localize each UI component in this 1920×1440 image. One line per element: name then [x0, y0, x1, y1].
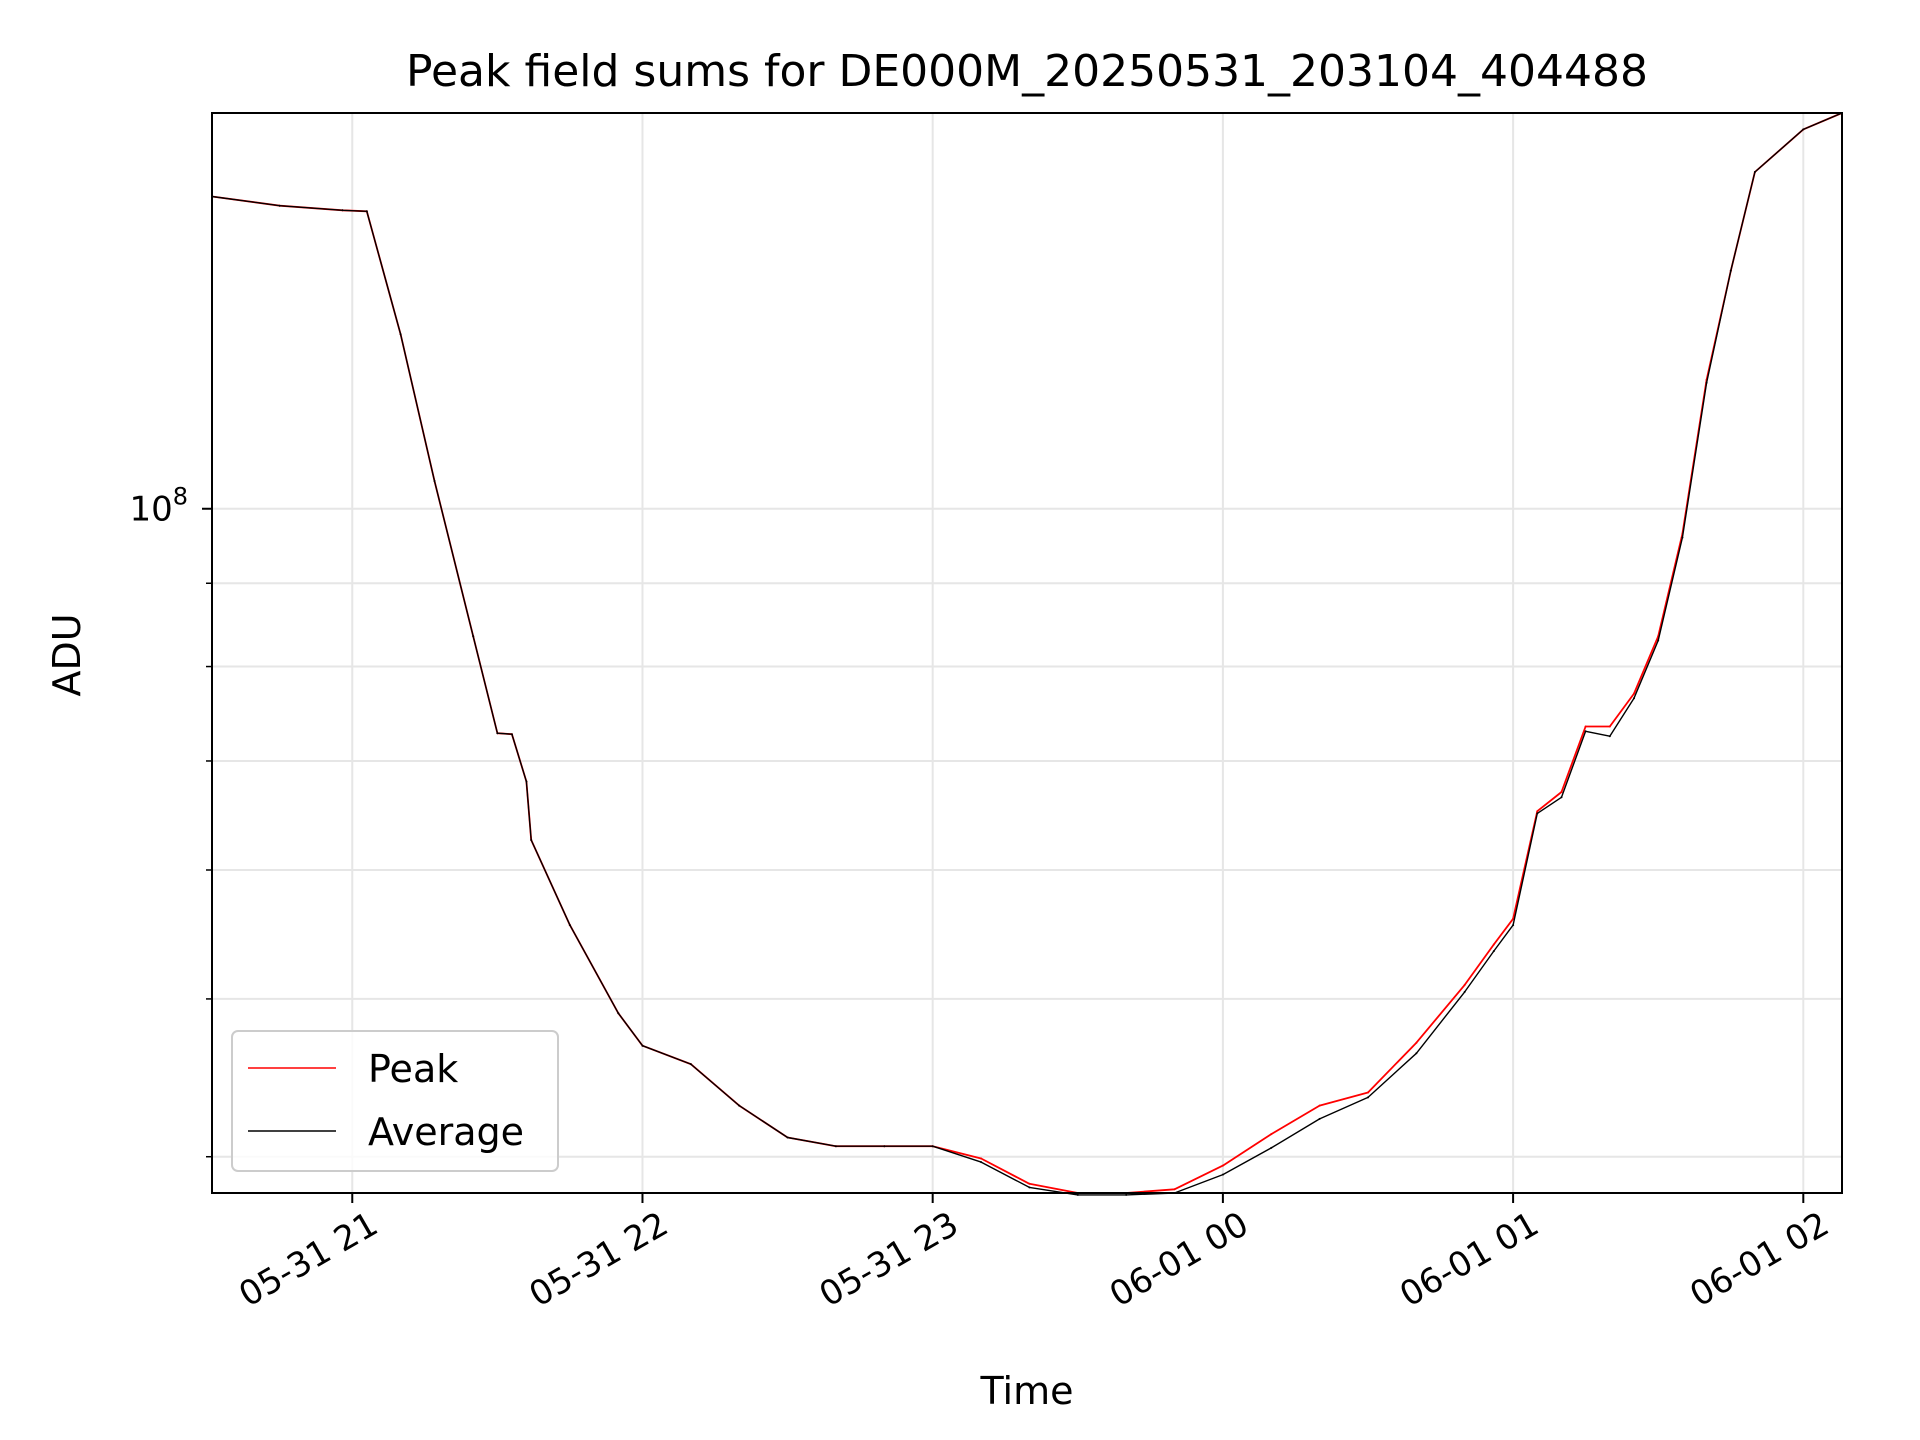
data-point-average: [1125, 1193, 1128, 1196]
data-point-average: [530, 839, 533, 841]
data-point-average: [1802, 128, 1805, 131]
data-point-average: [1367, 1096, 1369, 1099]
data-point-average: [1028, 1186, 1031, 1189]
data-point-average: [472, 635, 475, 638]
data-point-peak: [1367, 1091, 1369, 1094]
data-point-average: [1705, 381, 1708, 384]
data-point-average: [278, 204, 281, 207]
data-point-peak: [1173, 1188, 1176, 1191]
data-point-average: [433, 480, 436, 482]
chart-title: Peak field sums for DE000M_20250531_2031…: [406, 46, 1648, 97]
data-point-peak: [1270, 1133, 1273, 1136]
data-point-peak: [1221, 1164, 1224, 1167]
data-point-average: [399, 333, 402, 336]
data-point-average: [689, 1063, 692, 1066]
data-point-average: [1560, 796, 1563, 799]
data-point-peak: [1415, 1041, 1418, 1044]
data-point-average: [1512, 924, 1515, 927]
data-point-average: [883, 1145, 886, 1148]
data-point-average: [1681, 536, 1684, 539]
data-point-average: [496, 732, 499, 735]
y-tick-label: 108: [129, 483, 188, 530]
data-point-average: [786, 1136, 789, 1139]
data-point-average: [1536, 812, 1539, 815]
data-point-average: [617, 1012, 620, 1015]
data-point-average: [980, 1161, 983, 1164]
data-point-average: [510, 733, 513, 736]
data-point-peak: [1584, 725, 1587, 728]
data-point-average: [1657, 639, 1660, 642]
y-axis-label: ADU: [45, 613, 89, 696]
data-point-peak: [1463, 983, 1466, 986]
data-point-average: [738, 1104, 741, 1107]
data-point-average: [1608, 735, 1611, 738]
data-point-average: [1753, 171, 1756, 173]
data-point-peak: [1492, 943, 1495, 946]
legend-label-peak: Peak: [368, 1047, 458, 1091]
data-point-peak: [980, 1157, 983, 1160]
data-point-peak: [1633, 692, 1635, 695]
data-point-peak: [1560, 791, 1563, 793]
data-point-average: [365, 210, 368, 213]
data-point-peak: [1512, 917, 1515, 920]
data-point-average: [834, 1145, 837, 1148]
data-point-average: [1633, 697, 1635, 700]
data-point-average: [1318, 1117, 1321, 1120]
data-point-peak: [1536, 810, 1539, 813]
legend-box: [231, 1030, 559, 1172]
data-point-average: [931, 1145, 934, 1148]
data-point-peak: [1028, 1182, 1031, 1185]
data-point-average: [568, 924, 571, 927]
legend-label-average: Average: [368, 1110, 524, 1154]
data-point-peak: [1318, 1104, 1321, 1107]
data-point-average: [341, 209, 344, 212]
data-point-average: [525, 780, 528, 783]
data-point-average: [1492, 950, 1495, 953]
x-axis-label: Time: [980, 1369, 1074, 1413]
data-point-average: [1729, 269, 1732, 272]
data-point-average: [1415, 1052, 1418, 1055]
data-point-average: [1221, 1173, 1224, 1176]
data-point-peak: [1608, 725, 1611, 728]
data-point-average: [1270, 1146, 1273, 1149]
legend: Peak Average: [231, 1030, 559, 1172]
data-point-average: [641, 1044, 644, 1047]
data-point-average: [1076, 1193, 1079, 1196]
plot-frame: [211, 112, 1843, 1194]
data-point-average: [1463, 990, 1466, 993]
data-point-average: [1584, 730, 1587, 733]
